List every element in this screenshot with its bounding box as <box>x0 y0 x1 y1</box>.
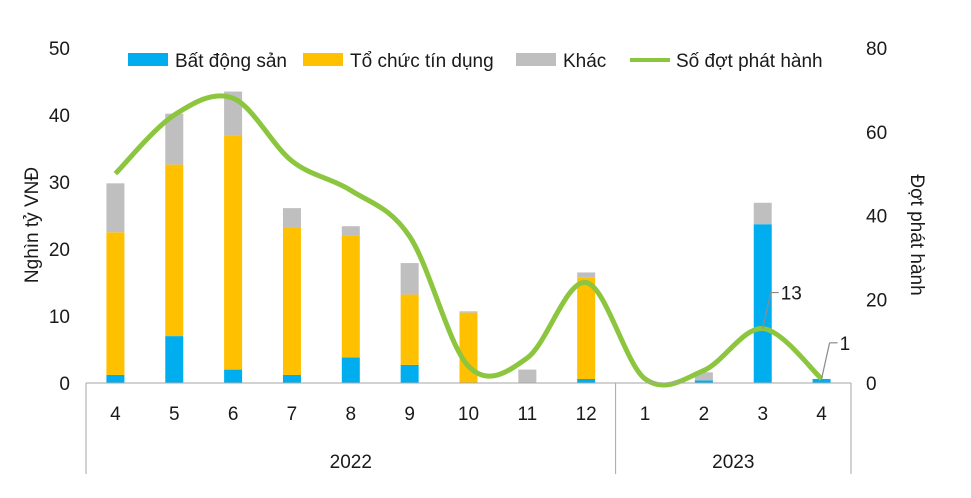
y2-tick-label: 60 <box>866 123 887 144</box>
bar-bat-dong-san <box>282 374 301 383</box>
bar-to-chuc-tin-dung <box>282 227 301 375</box>
x-tick-label: 4 <box>816 404 827 425</box>
x-tick-label: 8 <box>346 404 357 425</box>
x-tick-label: 7 <box>287 404 298 425</box>
y2-tick-label: 20 <box>866 290 887 311</box>
x-group-label: 2023 <box>712 452 754 473</box>
bar-khac <box>165 113 184 165</box>
y-axis-title: Nghìn tỷ VNĐ <box>22 167 43 283</box>
bar-khac <box>106 183 125 233</box>
legend-swatch-khac <box>516 53 556 66</box>
legend: Bất động sản Tổ chức tín dụng Khác Số đợ… <box>128 51 823 72</box>
x-tick-label: 6 <box>228 404 239 425</box>
bar-to-chuc-tin-dung <box>400 294 419 365</box>
y-tick-label: 30 <box>49 173 70 194</box>
bar-to-chuc-tin-dung <box>341 235 360 358</box>
bar-bat-dong-san <box>341 357 360 383</box>
x-group-label: 2022 <box>330 452 372 473</box>
bars <box>106 91 831 383</box>
bar-to-chuc-tin-dung <box>165 164 184 337</box>
x-tick-label: 9 <box>404 404 415 425</box>
y2-tick-label: 40 <box>866 207 887 228</box>
y-tick-label: 10 <box>49 307 70 328</box>
y-tick-label: 0 <box>59 374 70 395</box>
bar-khac <box>459 311 478 313</box>
legend-swatch-bat-dong-san <box>128 53 168 66</box>
bar-to-chuc-tin-dung <box>106 232 125 375</box>
x-tick-label: 12 <box>576 404 597 425</box>
legend-label-so-dot-phat-hanh: Số đợt phát hành <box>676 51 823 72</box>
bar-bat-dong-san <box>577 378 596 383</box>
bar-khac <box>282 208 301 228</box>
bar-bat-dong-san <box>106 374 125 383</box>
bar-khac <box>518 369 537 383</box>
bar-khac <box>694 372 713 381</box>
annotation-label: 1 <box>840 334 851 355</box>
legend-label-khac: Khác <box>563 51 606 72</box>
bar-bat-dong-san <box>694 380 713 383</box>
bar-to-chuc-tin-dung <box>459 312 478 383</box>
bar-khac <box>753 202 772 225</box>
annotation-label: 13 <box>781 284 802 305</box>
bar-khac <box>577 272 596 278</box>
bar-khac <box>400 263 419 295</box>
bar-to-chuc-tin-dung <box>224 135 243 370</box>
y2-tick-label: 0 <box>866 374 877 395</box>
legend-swatch-to-chuc-tin-dung <box>303 53 343 66</box>
x-tick-label: 10 <box>458 404 479 425</box>
x-tick-label: 1 <box>640 404 651 425</box>
bar-to-chuc-tin-dung <box>577 277 596 379</box>
x-tick-label: 2 <box>699 404 710 425</box>
legend-label-bat-dong-san: Bất động sản <box>175 51 287 72</box>
bar-bat-dong-san <box>165 336 184 383</box>
y-tick-label: 20 <box>49 240 70 261</box>
y-tick-label: 50 <box>49 39 70 60</box>
legend-label-to-chuc-tin-dung: Tổ chức tín dụng <box>350 51 494 72</box>
bar-khac <box>341 226 360 236</box>
annotation-leader <box>820 342 831 379</box>
x-tick-label: 3 <box>757 404 768 425</box>
x-tick-label: 4 <box>110 404 121 425</box>
y2-tick-label: 80 <box>866 39 887 60</box>
bar-bat-dong-san <box>812 378 831 383</box>
bar-bat-dong-san <box>400 364 419 383</box>
x-tick-label: 5 <box>169 404 180 425</box>
line-so-dot-phat-hanh <box>113 93 824 388</box>
bar-bat-dong-san <box>224 369 243 383</box>
y-tick-label: 40 <box>49 106 70 127</box>
bar-bat-dong-san <box>753 224 772 383</box>
annotation-leader <box>762 292 772 329</box>
y2-axis-title: Đợt phát hành <box>906 174 927 295</box>
axis-ticks: 0 10 20 30 40 50 0 20 40 60 80 <box>49 39 887 395</box>
x-tick-label: 11 <box>517 404 537 425</box>
